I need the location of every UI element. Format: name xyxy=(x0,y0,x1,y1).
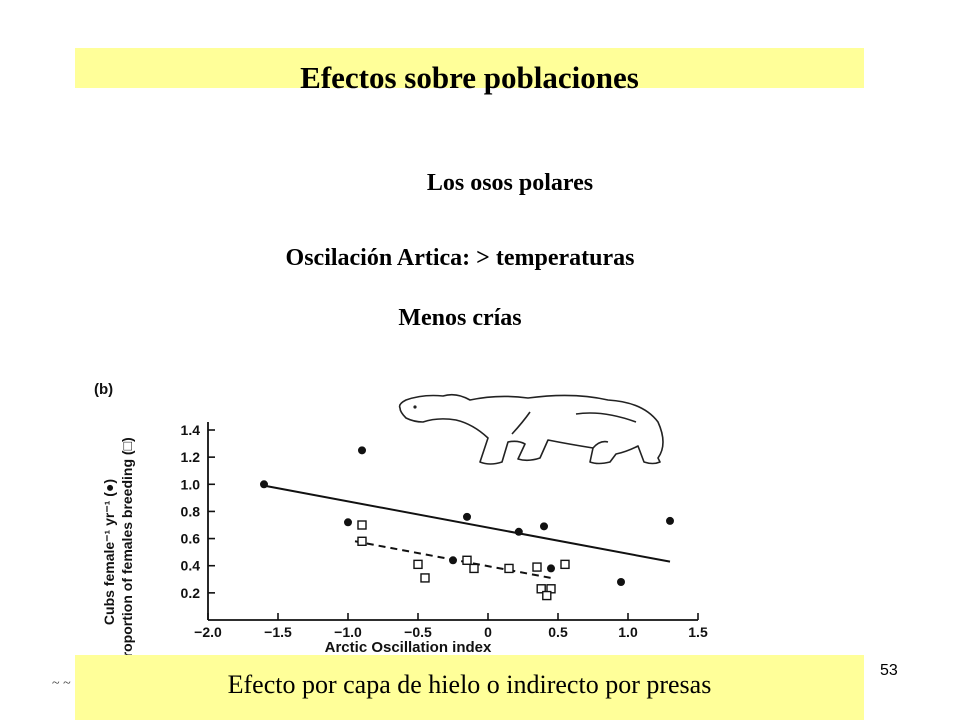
cubs-data-point xyxy=(617,578,625,586)
footer-text: Efecto por capa de hielo o indirecto por… xyxy=(227,670,712,699)
title-band: Efectos sobre poblaciones xyxy=(75,48,864,95)
cubs-data-point xyxy=(358,446,366,455)
cubs-data-point xyxy=(260,480,268,489)
y-tick-label: 1.2 xyxy=(181,449,201,465)
x-tick-label: −0.5 xyxy=(404,624,432,640)
breeding-data-point xyxy=(462,555,472,565)
breeding-data-point xyxy=(413,559,423,570)
y-tick-label: 0.8 xyxy=(181,503,201,519)
plot-area: 0.2 0.4 0.6 0.8 1.0 1.2 1.4 −2.0 −1.5 −1.0 −0.5 0 0… xyxy=(181,422,708,640)
fewer-cubs-line: Menos crías xyxy=(398,305,522,331)
arctic-oscillation-line: Oscilación Artica: > temperaturas xyxy=(285,245,635,271)
x-axis-ticks: −2.0 −1.5 −1.0 −0.5 0 0.5 1.0 1.5 xyxy=(194,613,708,640)
cubs-data-point xyxy=(540,522,548,531)
breeding-data-point xyxy=(504,563,514,574)
y-axis-label-proportion: Proportion of females breeding (□) xyxy=(119,437,135,662)
y-tick-label: 1.0 xyxy=(181,476,201,492)
corner-mark: ~ ~ xyxy=(52,676,71,691)
slide-subtitle: Los osos polares xyxy=(426,170,594,196)
y-tick-label: 0.6 xyxy=(181,531,201,547)
y-axis-label-cubs: Cubs female⁻¹ yr⁻¹ (●) xyxy=(101,479,117,625)
y-axis-ticks: 0.2 0.4 0.6 0.8 1.0 1.2 1.4 xyxy=(181,422,215,601)
polar-bear-illustration xyxy=(398,393,664,465)
x-tick-label: 1.5 xyxy=(688,624,708,640)
breeding-data-point xyxy=(542,590,552,601)
slide-title: Efectos sobre poblaciones xyxy=(300,60,639,95)
y-tick-label: 1.4 xyxy=(181,422,201,438)
cubs-data-point xyxy=(666,516,674,525)
y-tick-label: 0.4 xyxy=(181,558,201,574)
x-tick-label: 1.0 xyxy=(618,624,638,640)
x-tick-label: −1.0 xyxy=(334,624,362,640)
x-tick-label: −1.5 xyxy=(264,624,292,640)
breeding-data-point xyxy=(469,563,479,574)
footer-band: Efecto por capa de hielo o indirecto por… xyxy=(75,655,864,720)
cubs-data-point xyxy=(449,556,457,565)
x-tick-label: 0 xyxy=(484,624,492,640)
breeding-data-point xyxy=(560,559,570,570)
breeding-data-point xyxy=(357,520,367,530)
cubs-data-point xyxy=(463,512,471,521)
cubs-data-point xyxy=(344,518,352,527)
x-tick-label: 0.5 xyxy=(548,624,568,640)
fit-line xyxy=(263,484,671,563)
data-points xyxy=(260,446,674,601)
y-tick-label: 0.2 xyxy=(181,585,201,601)
panel-label: (b) xyxy=(94,381,113,398)
cubs-data-point xyxy=(514,527,523,536)
breeding-data-point xyxy=(357,536,367,546)
cubs-data-point xyxy=(547,564,555,573)
x-tick-label: −2.0 xyxy=(194,624,222,640)
breeding-data-point xyxy=(420,573,430,583)
polar-bear-figure: (b) 0.2 0.4 0.6 0.8 1.0 1.2 1.4 −2.0 −1.5 −1.0 −0… xyxy=(94,381,708,662)
page-number: 53 xyxy=(880,662,898,679)
x-axis-label: Arctic Oscillation index xyxy=(325,639,492,656)
axes xyxy=(207,422,698,621)
breeding-data-point xyxy=(532,562,542,572)
breeding-data-point xyxy=(536,584,546,594)
